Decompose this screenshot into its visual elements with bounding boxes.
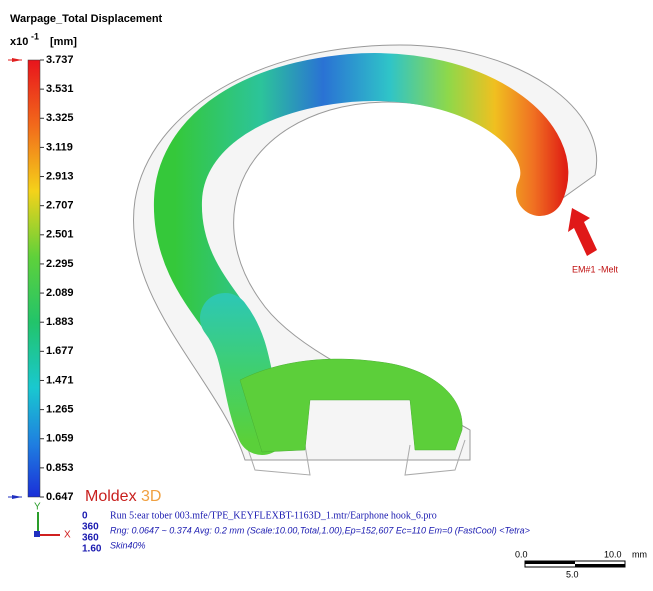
legend-label: 0.647	[46, 491, 74, 503]
logo-suffix: 3D	[141, 488, 161, 505]
legend-label: 1.059	[46, 433, 74, 445]
z-axis	[34, 531, 40, 537]
legend-label: 1.677	[46, 345, 74, 357]
shell-base	[244, 439, 466, 476]
legend-label: 1.883	[46, 316, 74, 328]
scale-mid: 5.0	[566, 569, 579, 579]
scale-start: 0.0	[515, 549, 528, 559]
run-info: Run 5:ear tober 003.mfe/TPE_KEYFLEXBT-11…	[110, 510, 437, 521]
legend-label: 2.089	[46, 287, 74, 299]
legend-label: 2.913	[46, 170, 74, 182]
legend-label: 2.295	[46, 258, 74, 270]
legend-label: 0.853	[46, 462, 74, 474]
legend-label: 2.707	[46, 200, 74, 212]
legend-label: 3.119	[46, 141, 73, 153]
annotation: EM#1 -Melt	[572, 264, 619, 274]
skin-info: Skin40%	[110, 540, 146, 550]
legend-label: 3.531	[46, 83, 74, 95]
y-axis-label: Y	[34, 502, 41, 513]
color-bar	[27, 59, 41, 498]
hook-arc	[153, 53, 569, 342]
legend-label: 1.265	[46, 404, 74, 416]
scale-unit: mm	[632, 549, 647, 559]
view-parameter: 1.60	[82, 544, 102, 555]
view-parameter: 360	[82, 522, 99, 533]
legend-label: 2.501	[46, 229, 74, 241]
legend-labels: 3.737 3.531 3.325 3.119 2.913 2.707 2.501 2.295…	[40, 54, 74, 503]
unit-base: x10	[10, 36, 28, 48]
logo-main: Moldex	[85, 488, 137, 505]
view-parameter: 360	[82, 533, 99, 544]
legend-label: 3.325	[46, 112, 74, 124]
legend-label: 3.737	[46, 54, 74, 66]
legend-label: 1.471	[46, 374, 74, 386]
unit-exponent: -1	[31, 31, 39, 41]
melt-arrow	[568, 208, 597, 256]
scale-bar-fill	[575, 564, 625, 567]
hook-fork	[239, 358, 463, 453]
unit: [mm]	[50, 36, 77, 48]
scale-end: 10.0	[604, 549, 622, 559]
scale-bar-fill	[525, 561, 575, 564]
title: Warpage_Total Displacement	[10, 13, 163, 25]
view-parameter: 0	[82, 511, 88, 522]
range-info: Rng: 0.0647 ~ 0.374 Avg: 0.2 mm (Scale:1…	[110, 525, 530, 535]
x-axis-label: X	[64, 530, 71, 541]
